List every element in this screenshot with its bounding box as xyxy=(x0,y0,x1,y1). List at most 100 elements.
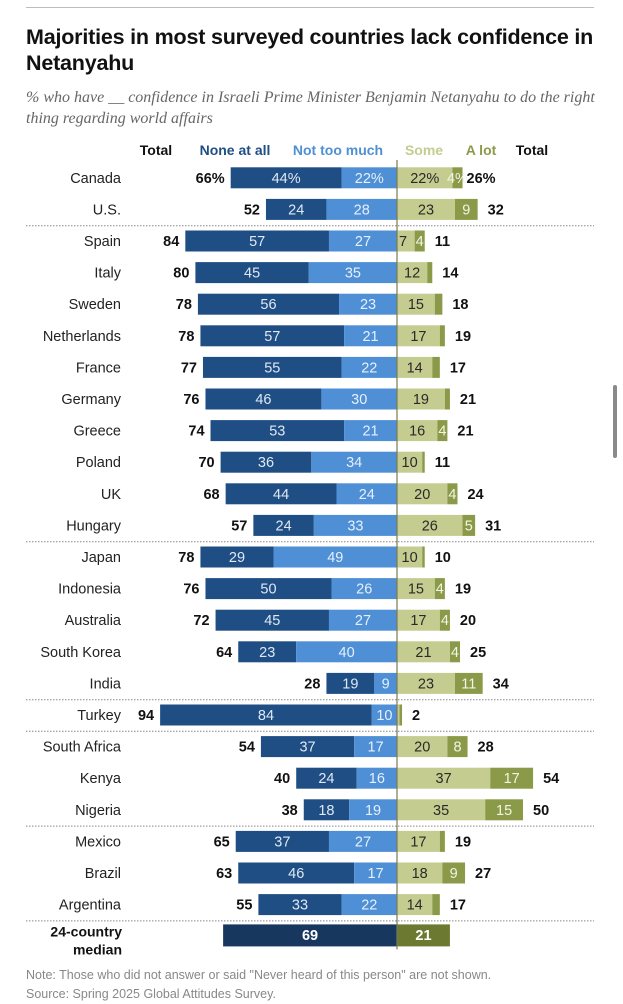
label-none-at-all: 57 xyxy=(249,234,265,250)
label-none-at-all: 84 xyxy=(258,708,274,724)
bar-none-at-all xyxy=(326,672,375,694)
bar-some xyxy=(397,862,443,884)
bar-some xyxy=(397,641,450,663)
label-not-too-much: 30 xyxy=(351,392,367,408)
bar-not-too-much xyxy=(339,293,397,315)
total-positive: 54 xyxy=(543,771,559,787)
label-none-at-all: 37 xyxy=(274,834,290,850)
bar-not-too-much xyxy=(341,167,397,189)
bar-some xyxy=(397,736,448,758)
bar-not-too-much xyxy=(308,262,397,284)
bar-some xyxy=(397,799,486,821)
country-label: Greece xyxy=(73,424,121,440)
country-label: Brazil xyxy=(85,866,121,882)
bar-some xyxy=(397,830,440,852)
label-some: 21 xyxy=(415,645,431,661)
bar-not-too-much xyxy=(356,767,397,789)
label-not-too-much: 40 xyxy=(339,645,355,661)
total-positive: 11 xyxy=(435,234,450,250)
bar-a-lot xyxy=(414,230,425,252)
country-label: Kenya xyxy=(80,771,122,787)
bar-none-at-all xyxy=(258,894,342,916)
country-label: Italy xyxy=(94,266,121,282)
label-not-too-much: 10 xyxy=(376,708,392,724)
label-not-too-much: 34 xyxy=(346,455,362,471)
total-negative: 78 xyxy=(178,329,194,345)
label-not-too-much: 16 xyxy=(369,771,385,787)
total-negative: 52 xyxy=(244,202,260,218)
bar-not-too-much xyxy=(374,672,397,694)
label-a-lot: 4 xyxy=(451,645,459,661)
label-not-too-much: 9 xyxy=(382,676,390,692)
bar-some xyxy=(397,894,433,916)
bar-some xyxy=(397,420,438,442)
bar-none-at-all xyxy=(210,420,345,442)
label-some: 17 xyxy=(410,329,426,345)
bar-some xyxy=(397,325,440,347)
label-none-at-all: 18 xyxy=(318,803,334,819)
label-none-at-all: 19 xyxy=(342,676,358,692)
bar-a-lot xyxy=(449,641,460,663)
country-label: India xyxy=(90,676,122,692)
chart-title: Majorities in most surveyed countries la… xyxy=(26,25,594,75)
bar-not-too-much xyxy=(296,641,397,663)
bar-a-lot xyxy=(434,578,445,600)
label-not-too-much: 17 xyxy=(368,740,384,756)
label-some: 10 xyxy=(402,550,418,566)
bar-a-lot xyxy=(447,483,458,505)
page-scrollbar[interactable] xyxy=(613,385,617,458)
header-total-positive: Total xyxy=(516,142,548,158)
bar-none-at-all xyxy=(260,736,355,758)
bar-not-too-much xyxy=(341,894,397,916)
bar-a-lot xyxy=(452,167,463,189)
label-some: 22% xyxy=(410,171,439,187)
label-none-at-all: 46 xyxy=(255,392,271,408)
label-median-confidence: 21 xyxy=(415,928,431,944)
label-some: 15 xyxy=(408,297,424,313)
total-negative: 84 xyxy=(163,234,179,250)
label-none-at-all: 37 xyxy=(299,740,315,756)
bar-a-lot xyxy=(485,799,523,821)
total-negative: 77 xyxy=(181,360,197,376)
label-none-at-all: 44 xyxy=(273,487,289,503)
bar-a-lot xyxy=(462,514,476,536)
bar-median-confidence xyxy=(397,924,450,947)
bar-some xyxy=(397,230,415,252)
country-label: Netherlands xyxy=(43,329,121,345)
label-not-too-much: 26 xyxy=(356,582,372,598)
bar-a-lot xyxy=(439,830,445,852)
total-positive: 28 xyxy=(478,740,494,756)
bar-not-too-much xyxy=(313,514,397,536)
label-not-too-much: 24 xyxy=(359,487,375,503)
total-positive: 17 xyxy=(450,360,466,376)
country-label: Indonesia xyxy=(58,582,122,598)
total-positive: 14 xyxy=(442,266,458,282)
label-not-too-much: 22 xyxy=(361,898,377,914)
label-not-too-much: 28 xyxy=(354,202,370,218)
label-not-too-much: 49 xyxy=(327,550,343,566)
total-negative: 38 xyxy=(282,803,298,819)
label-a-lot: 11 xyxy=(461,676,476,692)
total-positive: 27 xyxy=(475,866,491,882)
label-none-at-all: 50 xyxy=(260,582,276,598)
label-none-at-all: 23 xyxy=(259,645,275,661)
total-negative: 76 xyxy=(183,392,199,408)
bar-none-at-all xyxy=(200,325,345,347)
bar-a-lot xyxy=(454,672,483,694)
country-label: South Korea xyxy=(40,645,122,661)
total-positive: 20 xyxy=(460,613,476,629)
label-some: 23 xyxy=(418,676,434,692)
bar-not-too-much xyxy=(336,483,397,505)
total-positive: 2 xyxy=(412,708,420,724)
label-none-at-all: 56 xyxy=(260,297,276,313)
total-positive: 19 xyxy=(455,582,471,598)
bar-some xyxy=(397,546,423,568)
country-label: Germany xyxy=(61,392,121,408)
label-none-at-all: 44% xyxy=(272,171,301,187)
label-not-too-much: 17 xyxy=(368,866,384,882)
total-negative: 70 xyxy=(198,455,214,471)
label-none-at-all: 33 xyxy=(292,898,308,914)
bar-some xyxy=(397,451,423,473)
label-some: 20 xyxy=(414,740,430,756)
bar-none-at-all xyxy=(265,198,327,220)
